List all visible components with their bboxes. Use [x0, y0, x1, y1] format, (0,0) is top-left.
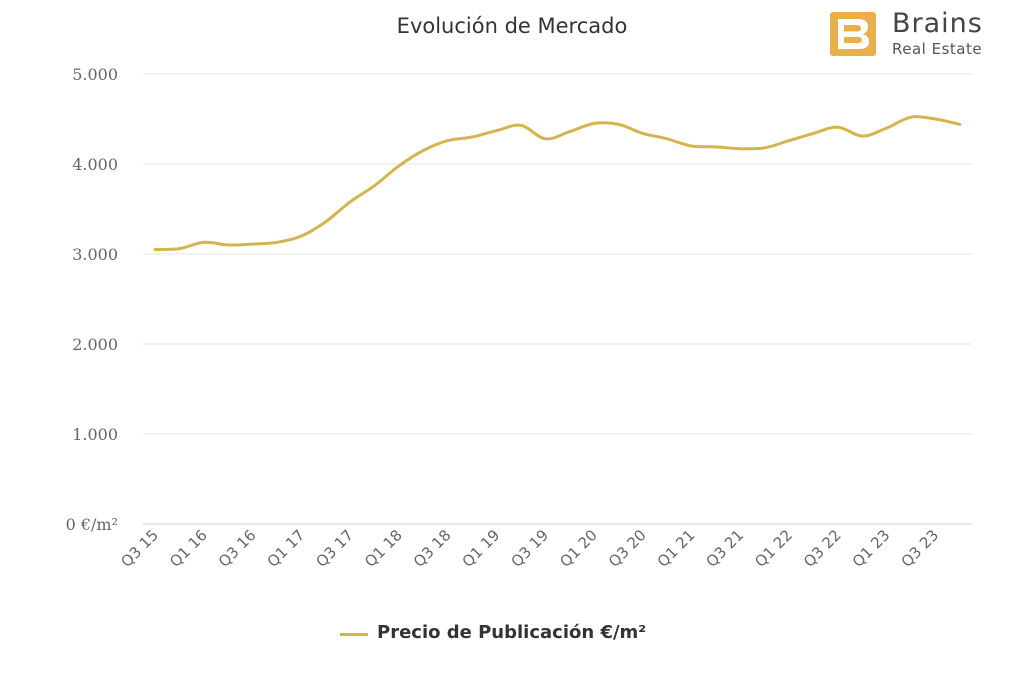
x-tick-label: Q1 16: [166, 526, 211, 571]
x-tick-label: Q1 19: [459, 526, 504, 571]
data-point[interactable]: [836, 125, 840, 129]
data-point[interactable]: [738, 147, 742, 151]
x-tick-label: Q3 19: [507, 526, 552, 571]
y-tick-label: 4.000: [72, 155, 118, 174]
data-point[interactable]: [714, 145, 718, 149]
brand-name: Brains: [892, 8, 983, 39]
brains-logo-icon: [830, 12, 876, 56]
chart-title: Evolución de Mercado: [396, 14, 628, 38]
series-line[interactable]: [153, 115, 962, 251]
x-tick-label: Q1 20: [556, 526, 601, 571]
data-point[interactable]: [202, 240, 206, 244]
data-point[interactable]: [787, 139, 791, 143]
data-point[interactable]: [543, 137, 547, 141]
data-point[interactable]: [812, 132, 815, 135]
y-tick-label: 1.000: [72, 425, 118, 444]
grid-lines: [143, 73, 972, 525]
x-tick-label: Q1 22: [751, 526, 796, 571]
data-point[interactable]: [397, 164, 401, 168]
y-tick-label: 0 €/m²: [66, 515, 118, 534]
data-point[interactable]: [665, 137, 669, 141]
data-point[interactable]: [275, 240, 279, 244]
x-tick-label: Q1 23: [849, 526, 894, 571]
data-point[interactable]: [373, 184, 377, 188]
data-point[interactable]: [421, 149, 425, 152]
x-tick-label: Q3 17: [312, 526, 357, 571]
x-tick-label: Q3 16: [215, 526, 260, 571]
brand-logo: Brains Real Estate: [830, 8, 1020, 58]
y-tick-label: 2.000: [72, 335, 118, 354]
data-point[interactable]: [617, 123, 620, 126]
data-point[interactable]: [470, 135, 474, 139]
x-axis-labels: Q3 15 Q1 16 Q3 16 Q1 17 Q3 17 Q1 18 Q3 18 Q1 19…: [117, 526, 942, 571]
data-point[interactable]: [300, 234, 303, 238]
y-axis-labels: 0 €/m² 1.000 2.000 3.000 4.000 5.000: [66, 65, 118, 534]
legend-label: Precio de Publicación €/m²: [377, 622, 647, 643]
data-point[interactable]: [153, 248, 157, 251]
series-group: [153, 115, 962, 251]
data-point[interactable]: [909, 115, 913, 119]
data-point[interactable]: [958, 123, 962, 126]
data-point[interactable]: [568, 130, 572, 134]
data-point[interactable]: [885, 126, 889, 130]
x-tick-label: Q3 20: [605, 526, 650, 571]
data-point[interactable]: [348, 200, 352, 204]
data-point[interactable]: [495, 129, 498, 133]
x-tick-label: Q3 15: [117, 526, 162, 571]
data-point[interactable]: [641, 132, 645, 135]
data-point[interactable]: [690, 144, 694, 148]
data-point[interactable]: [860, 134, 864, 138]
data-point[interactable]: [934, 117, 937, 121]
data-point[interactable]: [178, 247, 181, 251]
x-tick-label: Q1 21: [654, 526, 699, 571]
x-tick-label: Q3 22: [800, 526, 845, 571]
y-tick-label: 3.000: [72, 245, 118, 264]
x-tick-label: Q3 21: [702, 526, 747, 571]
data-point[interactable]: [592, 122, 596, 125]
legend-swatch: [340, 633, 368, 636]
y-tick-label: 5.000: [72, 65, 118, 84]
x-tick-label: Q1 18: [361, 526, 406, 571]
data-point[interactable]: [519, 123, 523, 127]
data-point[interactable]: [763, 146, 767, 150]
x-tick-label: Q1 17: [264, 526, 309, 571]
x-tick-label: Q3 23: [898, 526, 943, 571]
data-point[interactable]: [226, 243, 230, 247]
data-point[interactable]: [324, 220, 328, 224]
x-tick-label: Q3 18: [410, 526, 455, 571]
brand-tagline: Real Estate: [892, 40, 983, 58]
data-point[interactable]: [251, 242, 255, 246]
data-point[interactable]: [446, 139, 450, 143]
